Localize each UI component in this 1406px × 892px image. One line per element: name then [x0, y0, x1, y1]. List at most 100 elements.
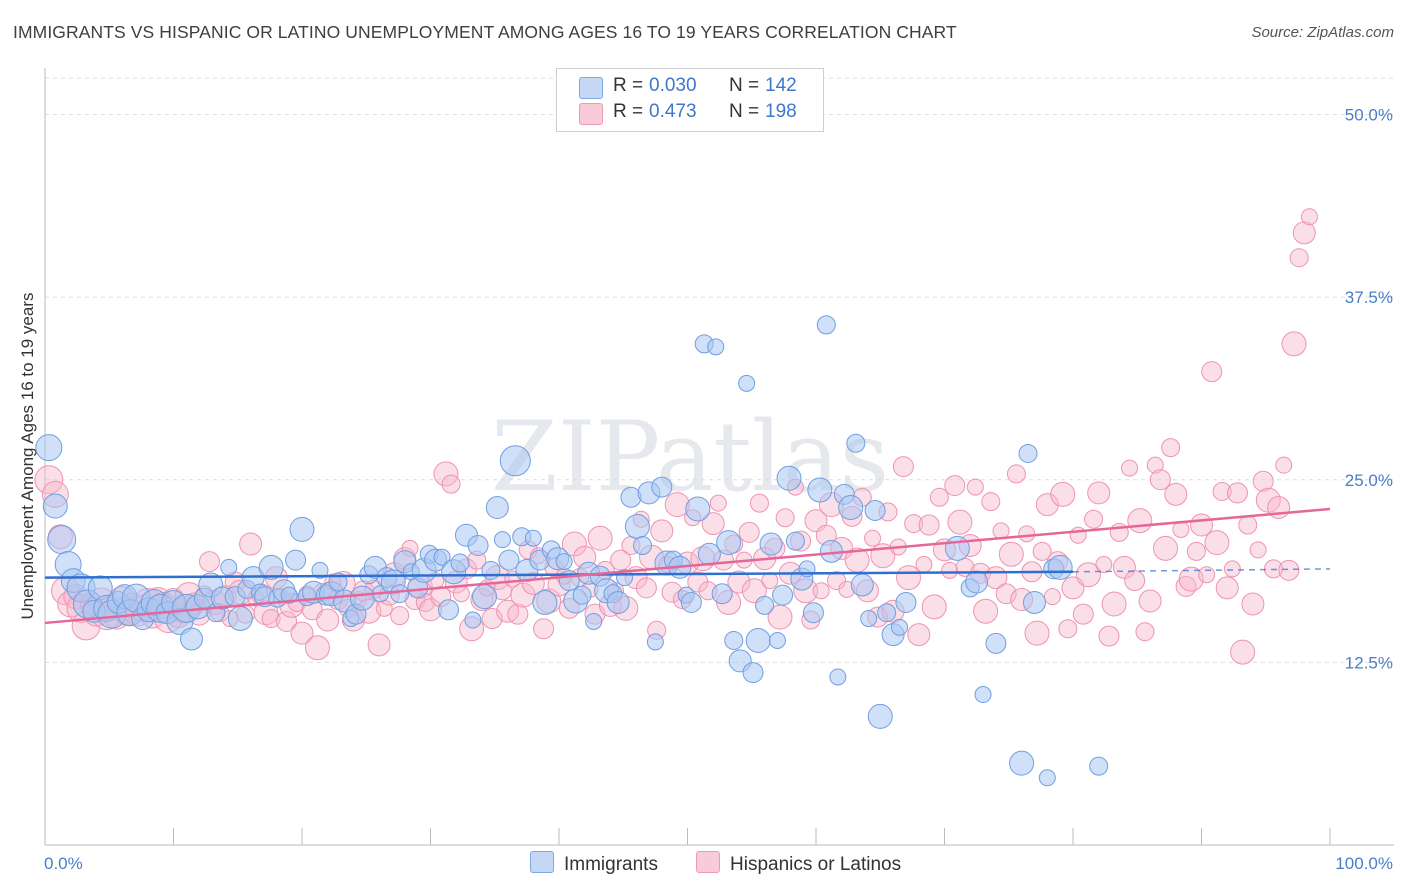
hispanic-point	[1215, 576, 1239, 600]
immigrant-point	[742, 662, 764, 684]
immigrant-point	[745, 627, 771, 653]
hispanic-point	[1252, 470, 1274, 492]
bottom-legend-swatch-hispanics	[696, 851, 720, 873]
immigrant-point	[532, 589, 558, 615]
immigrant-point	[227, 606, 253, 632]
bottom-legend-hispanics[interactable]: Hispanics or Latinos	[696, 851, 901, 876]
hispanic-point	[918, 514, 940, 536]
hispanic-point	[304, 635, 330, 661]
hispanic-point	[1018, 525, 1036, 543]
hispanic-point	[316, 608, 340, 632]
immigrant-point	[651, 476, 673, 498]
hispanic-point	[1161, 438, 1181, 458]
immigrant-point	[829, 668, 847, 686]
immigrant-point	[464, 611, 482, 629]
immigrant-point	[467, 535, 489, 557]
immigrant-point	[606, 590, 630, 614]
hispanic-trend-line	[44, 507, 1331, 625]
x-tick-label: 100.0%	[1335, 854, 1393, 873]
hispanic-point	[1300, 208, 1318, 226]
y-tick-label: 37.5%	[1345, 288, 1393, 307]
hispanic-point	[929, 487, 949, 507]
source-label: Source: ZipAtlas.com	[1251, 24, 1394, 41]
immigrant-point	[481, 560, 501, 580]
immigrants-trend-extension	[1072, 568, 1331, 573]
hispanic-point	[904, 514, 924, 534]
hispanic-point	[1138, 589, 1162, 613]
hispanic-point	[1072, 603, 1094, 625]
immigrant-point	[738, 374, 756, 392]
immigrant-point	[685, 496, 711, 522]
immigrant-point	[328, 572, 348, 592]
immigrant-point	[1018, 443, 1038, 463]
hispanic-point	[1230, 639, 1256, 665]
immigrant-point	[524, 529, 542, 547]
hispanic-point	[635, 577, 657, 599]
immigrant-point	[768, 631, 786, 649]
immigrant-point	[390, 584, 410, 604]
hispanic-point	[775, 508, 795, 528]
immigrant-point	[891, 618, 909, 636]
hispanic-point	[587, 525, 613, 551]
hispanic-point	[981, 492, 1001, 512]
immigrant-point	[944, 535, 970, 561]
hispanic-point	[261, 609, 281, 629]
immigrant-point	[437, 599, 459, 621]
immigrant-point	[716, 530, 742, 556]
bottom-legend-label: Hispanics or Latinos	[730, 854, 902, 875]
hispanic-point	[1135, 622, 1155, 642]
hispanic-point	[1032, 541, 1052, 561]
hispanic-point	[1075, 562, 1101, 588]
hispanic-point	[1289, 248, 1309, 268]
hispanic-point	[727, 570, 751, 594]
hispanic-point	[1112, 555, 1136, 579]
hispanic-point	[367, 633, 391, 657]
hispanic-point	[1186, 541, 1206, 561]
hispanic-point	[1095, 555, 1113, 573]
hispanic-point	[1223, 560, 1241, 578]
immigrant-point	[1089, 756, 1109, 776]
immigrant-point	[433, 548, 451, 566]
immigrant-point	[498, 549, 520, 571]
immigrant-point	[707, 338, 725, 356]
immigrant-point	[555, 553, 573, 571]
hispanic-point	[1006, 464, 1026, 484]
hispanic-point	[533, 618, 555, 640]
trend-lines	[44, 507, 1331, 625]
legend-n-label: N =	[729, 75, 760, 96]
hispanic-point	[827, 571, 847, 591]
hispanic-point	[1101, 591, 1127, 617]
immigrant-point	[974, 686, 992, 704]
hispanic-point	[941, 561, 959, 579]
hispanic-point	[1241, 592, 1265, 616]
hispanic-point	[738, 521, 760, 543]
immigrant-point	[846, 433, 866, 453]
bottom-legend-immigrants[interactable]: Immigrants	[530, 851, 658, 876]
immigrant-point	[807, 477, 833, 503]
tick-labels: 12.5% 25.0% 37.5% 50.0% 0.0% 100.0%	[44, 106, 1393, 873]
immigrant-point	[724, 630, 744, 650]
x-tick-label: 0.0%	[44, 854, 83, 873]
immigrant-point	[499, 445, 531, 477]
immigrant-point	[1009, 750, 1035, 776]
immigrant-point	[838, 495, 864, 521]
hispanic-point	[561, 531, 587, 557]
immigrant-point	[755, 595, 775, 615]
immigrant-point	[1038, 769, 1056, 787]
hispanic-point	[1190, 513, 1213, 537]
hispanic-point	[864, 529, 882, 547]
immigrant-point	[42, 493, 68, 519]
immigrant-point	[280, 586, 298, 604]
immigrant-point	[965, 570, 989, 594]
hispanic-point	[1124, 570, 1146, 592]
immigrant-point	[776, 465, 802, 491]
immigrant-point	[179, 627, 203, 651]
hispanic-point	[966, 478, 984, 496]
hispanic-point	[34, 465, 64, 495]
bottom-legend-swatch-immigrants	[530, 851, 554, 873]
hispanic-point	[1149, 469, 1171, 491]
legend-r-label: R =	[613, 75, 644, 96]
hispanic-point	[741, 578, 767, 604]
immigrant-points	[35, 315, 1109, 787]
